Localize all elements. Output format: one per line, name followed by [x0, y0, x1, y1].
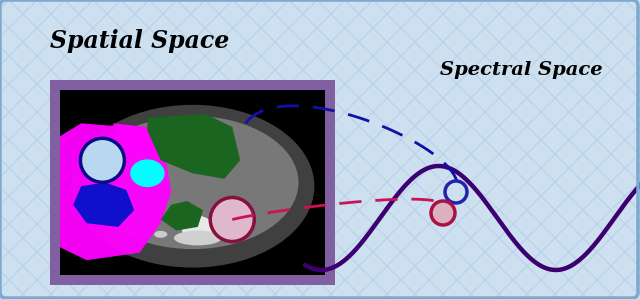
- Circle shape: [81, 138, 124, 182]
- Ellipse shape: [130, 159, 164, 187]
- FancyBboxPatch shape: [50, 80, 335, 285]
- Polygon shape: [73, 182, 134, 227]
- Circle shape: [431, 201, 455, 225]
- Text: Spectral Space: Spectral Space: [440, 61, 603, 79]
- Ellipse shape: [182, 216, 214, 242]
- FancyBboxPatch shape: [60, 90, 325, 275]
- Polygon shape: [60, 123, 172, 260]
- Ellipse shape: [154, 231, 167, 238]
- Ellipse shape: [210, 218, 228, 228]
- Ellipse shape: [70, 105, 314, 268]
- Text: Spatial Space: Spatial Space: [50, 29, 229, 53]
- Ellipse shape: [169, 210, 190, 221]
- Ellipse shape: [86, 116, 298, 249]
- Ellipse shape: [174, 231, 221, 245]
- Polygon shape: [113, 123, 193, 160]
- Circle shape: [445, 181, 467, 203]
- Circle shape: [211, 198, 254, 242]
- Polygon shape: [147, 114, 240, 179]
- Polygon shape: [161, 201, 203, 231]
